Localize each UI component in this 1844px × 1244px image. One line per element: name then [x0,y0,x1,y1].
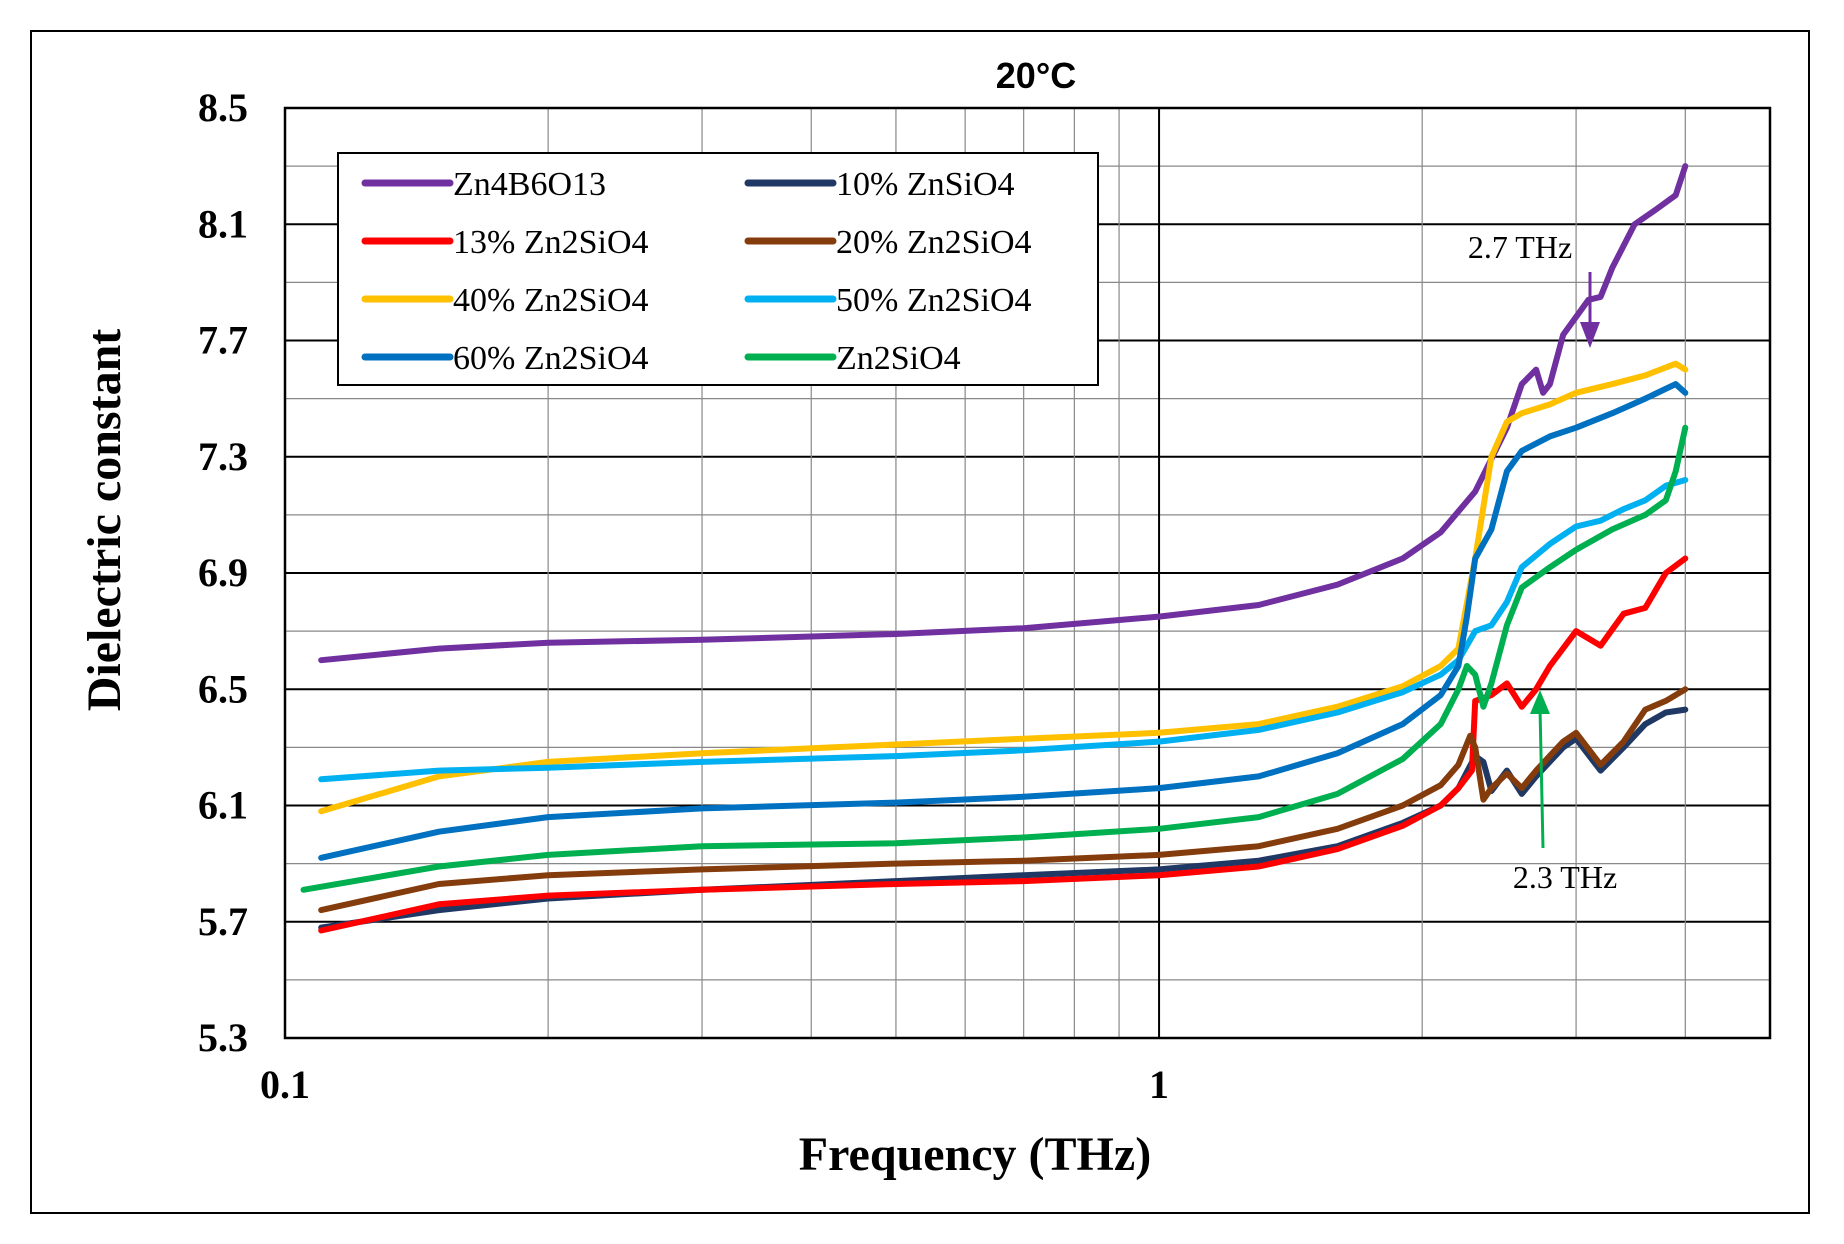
x-tick-labels: 0.1 1 [260,1062,1169,1107]
annotations: 2.7 THz 2.3 THz [1468,229,1617,895]
annotation-arrow-2.3-thz [1538,707,1545,849]
legend-label: Zn4B6O13 [453,166,606,203]
y-tick-label: 5.7 [198,899,248,944]
annotation-2.7-thz: 2.7 THz [1468,229,1572,265]
annotation-2.3-thz: 2.3 THz [1513,859,1617,895]
legend-label: 13% Zn2SiO4 [453,224,649,261]
y-tick-label: 6.5 [198,666,248,711]
series-lines [300,163,1689,934]
series-line-40-zn2sio4 [318,360,1689,815]
x-tick-label: 1 [1149,1062,1169,1107]
y-tick-label: 7.7 [198,318,248,363]
plot-area-border [283,106,1772,1040]
series-line-13-zn2sio4 [318,555,1689,934]
annotation-arrowhead-2.3-thz [1530,690,1550,714]
y-axis-title: Dielectric constant [78,329,131,712]
x-tick-label: 0.1 [260,1062,310,1107]
legend-label: 60% Zn2SiO4 [453,340,649,377]
series-line-20-zn2sio4 [318,686,1689,914]
legend-label: 40% Zn2SiO4 [453,282,649,319]
series-line-60-zn2sio4 [318,381,1689,861]
x-axis-title: Frequency (THz) [799,1128,1151,1181]
y-tick-label: 8.1 [198,201,248,246]
y-tick-label: 7.3 [198,434,248,479]
legend: Zn4B6O13 10% ZnSiO4 13% Zn2SiO4 20% Zn2SiO4… [337,152,1099,386]
legend-label: 10% ZnSiO4 [836,166,1015,203]
y-tick-label: 6.9 [198,550,248,595]
legend-label: 20% Zn2SiO4 [836,224,1032,261]
y-tick-label: 8.5 [198,85,248,130]
legend-box [337,152,1099,386]
annotation-arrowhead-2.7-thz [1580,322,1600,348]
y-tick-label: 6.1 [198,783,248,828]
series-line-zn2sio4 [300,424,1689,893]
legend-label: 50% Zn2SiO4 [836,282,1032,319]
y-tick-label: 5.3 [198,1015,248,1060]
legend-label: Zn2SiO4 [836,340,961,377]
chart-title: 20°C [996,55,1076,96]
y-tick-labels: 5.3 5.7 6.1 6.5 6.9 7.3 7.7 8.1 8.5 [198,85,248,1060]
